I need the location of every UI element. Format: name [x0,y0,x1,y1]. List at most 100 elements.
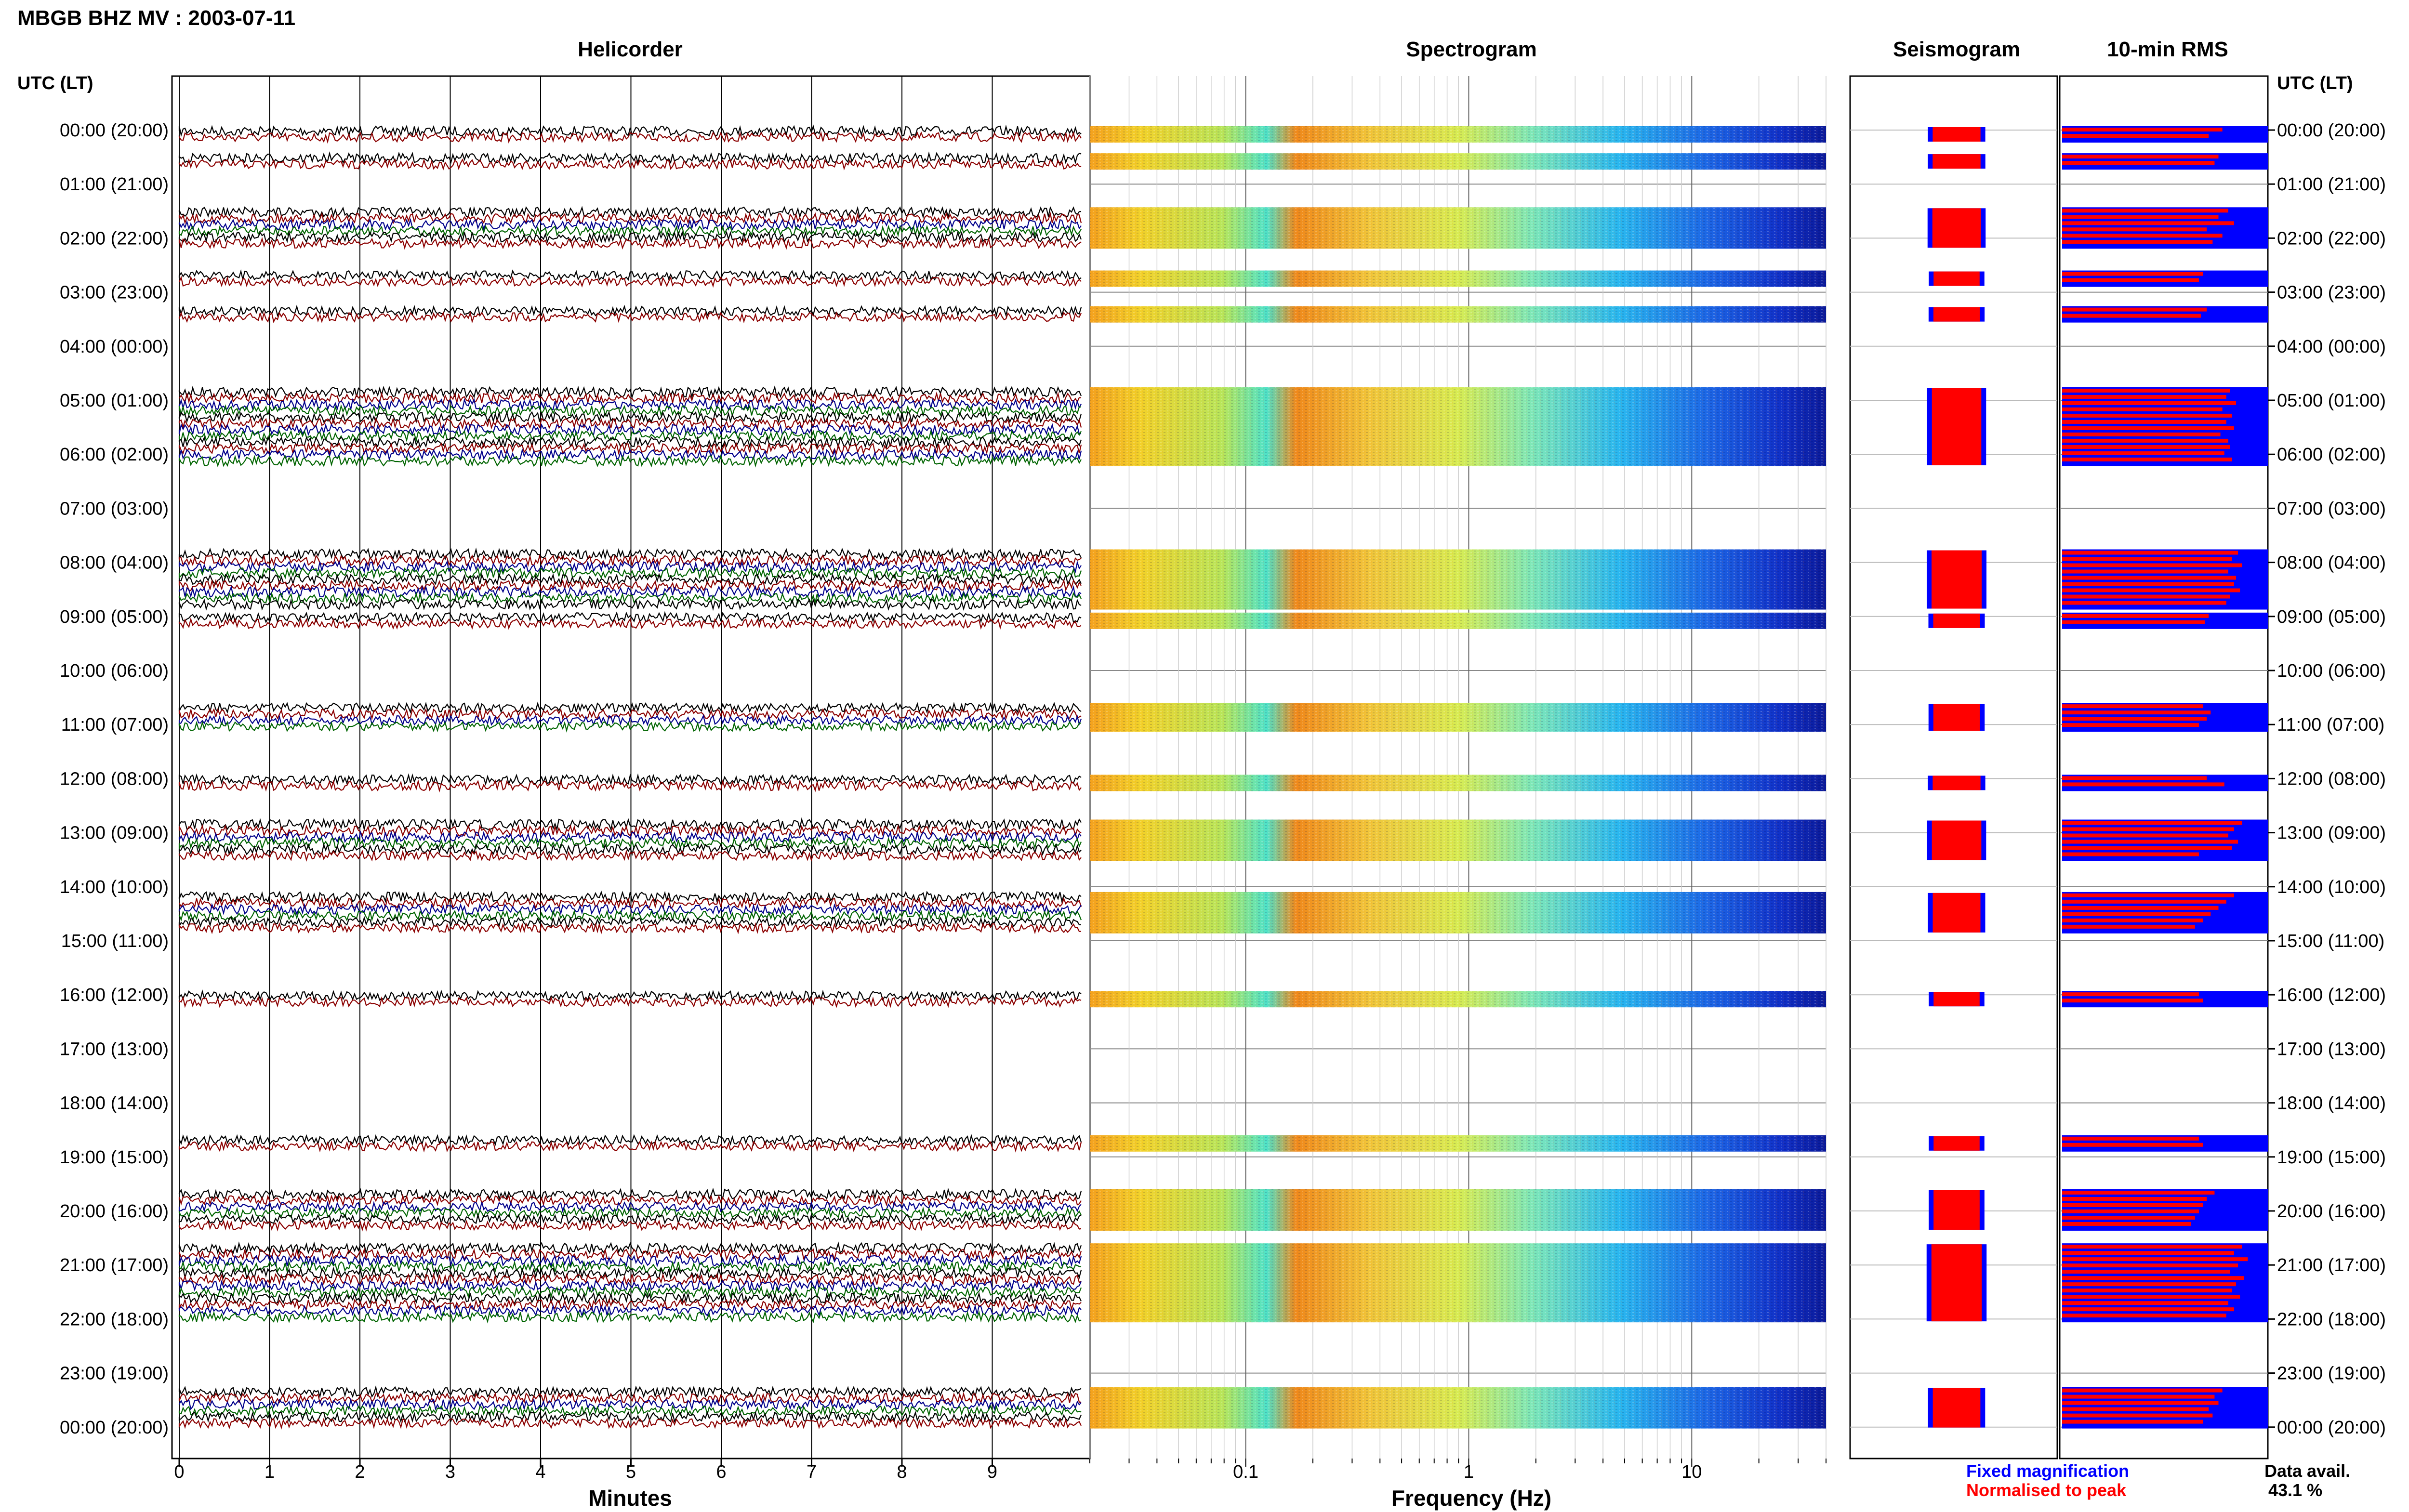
helicorder-trace [178,1273,1082,1287]
helicorder-trace [178,423,1081,437]
helicorder-trace [178,572,1082,586]
helicorder-trace [178,205,1082,219]
hour-label-left: 16:00 (12:00) [60,985,169,1005]
rms-normalised-bar [2062,272,2203,276]
rms-normalised-bar [2062,710,2211,715]
rms-normalised-bar [2062,1413,2213,1418]
seismogram-blobs [1926,127,1987,1428]
rms-normalised-bar [2062,852,2199,856]
helicorder-trace [178,842,1082,856]
hour-label-left: 11:00 (07:00) [61,715,169,735]
seismogram-normalised [1932,1388,1981,1428]
helicorder-trace [178,922,1082,935]
rms-normalised-bar [2062,717,2207,721]
helicorder-trace [178,131,1082,144]
hour-label-left: 01:00 (21:00) [60,174,169,195]
helicorder-trace [178,385,1082,399]
hour-label-left: 23:00 (19:00) [60,1364,169,1384]
rms-normalised-bar [2062,893,2234,897]
seismogram-normalised [1933,1136,1980,1151]
rms-normalised-bar [2062,314,2201,318]
legend-fixed: Fixed magnification [1966,1461,2129,1481]
spectrogram-bands [1090,126,1826,1429]
minute-tick-label: 3 [445,1462,455,1482]
hour-label-left: 14:00 (10:00) [60,877,169,897]
spectrogram-noise [1090,207,1826,249]
frequency-tick-label: 10 [1681,1462,1702,1482]
seismogram-normalised [1932,893,1981,933]
helicorder-trace [178,553,1082,567]
hour-label-right: 04:00 (00:00) [2277,337,2386,357]
spectrogram-noise [1090,1135,1826,1152]
helicorder-trace [178,720,1082,733]
helicorder-trace [178,585,1082,599]
helicorder-trace [178,817,1082,831]
seismogram-normalised [1932,154,1981,169]
helicorder-trace [178,1397,1082,1411]
hour-label-right: 07:00 (03:00) [2277,499,2386,519]
helicorder-trace [178,1219,1082,1232]
rms-normalised-bar [2062,445,2230,449]
seismogram-frame [1849,75,2058,1459]
hour-label-right: 20:00 (16:00) [2277,1201,2386,1222]
spectrogram-noise [1090,270,1826,287]
hour-label-right: 00:00 (20:00) [2277,1418,2386,1438]
seismogram-normalised [1932,388,1982,465]
helicorder-trace [178,1194,1082,1207]
hour-label-left: 00:00 (20:00) [60,120,169,141]
rms-normalised-bar [2062,432,2221,436]
rms-normalised-bar [2062,1245,2242,1249]
hour-label-right: 08:00 (04:00) [2277,553,2386,573]
rms-normalised-bar [2062,912,2211,916]
rms-normalised-bar [2062,413,2232,418]
helicorder-trace [178,404,1082,418]
legend-normalised: Normalised to peak [1966,1480,2127,1500]
helicorder-trace [178,773,1082,786]
minute-tick-label: 8 [897,1462,907,1482]
helicorder-trace [178,269,1082,282]
minute-tick-label: 0 [174,1462,184,1482]
minute-tick-label: 5 [626,1462,636,1482]
helicorder-trace [178,391,1082,405]
helicorder-trace [178,224,1082,237]
seismogram-normalised [1933,613,1980,628]
hour-label-right: 09:00 (05:00) [2277,607,2386,627]
seismogram-normalised [1933,271,1980,286]
spectrogram-noise [1090,612,1826,629]
minute-gridlines [179,76,993,1459]
helicorder-trace [178,1140,1082,1153]
rms-normalised-bar [2062,128,2223,131]
rms-normalised-bar [2062,1307,2234,1312]
helicorder-trace [178,410,1082,424]
rms-normalised-bar [2062,240,2213,244]
helicorder-trace [178,849,1082,862]
seismogram-normalised [1932,550,1982,609]
helicorder-trace [178,1310,1082,1324]
helicorder-trace [178,617,1082,630]
helicorder-trace [178,1417,1082,1430]
rms-normalised-bar [2062,588,2240,592]
rms-normalised-bar [2062,426,2234,430]
helicorder-title: Helicorder [578,38,683,61]
rms-normalised-bar [2062,1420,2203,1424]
rms-normalised-bar [2062,776,2207,780]
hour-label-right: 15:00 (11:00) [2277,931,2384,951]
helicorder-trace [178,1392,1082,1405]
minute-tick-label: 6 [716,1462,726,1482]
helicorder-trace [178,230,1082,244]
rms-normalised-bar [2062,227,2207,232]
rms-normalised-bar [2062,209,2228,213]
rms-normalised-bar [2062,1263,2238,1268]
helicorder-trace [178,566,1082,579]
rms-normalised-bar [2062,394,2226,399]
hour-label-left: 20:00 (16:00) [60,1201,169,1222]
hour-label-right: 23:00 (19:00) [2277,1364,2386,1384]
rms-normalised-bar [2062,992,2199,997]
spectrogram-noise [1090,775,1826,791]
helicorder-trace [178,896,1082,910]
hour-label-right: 14:00 (10:00) [2277,877,2386,897]
rms-normalised-bar [2062,1257,2248,1262]
helicorder-trace [178,1241,1082,1255]
rms-normalised-bar [2062,582,2234,586]
